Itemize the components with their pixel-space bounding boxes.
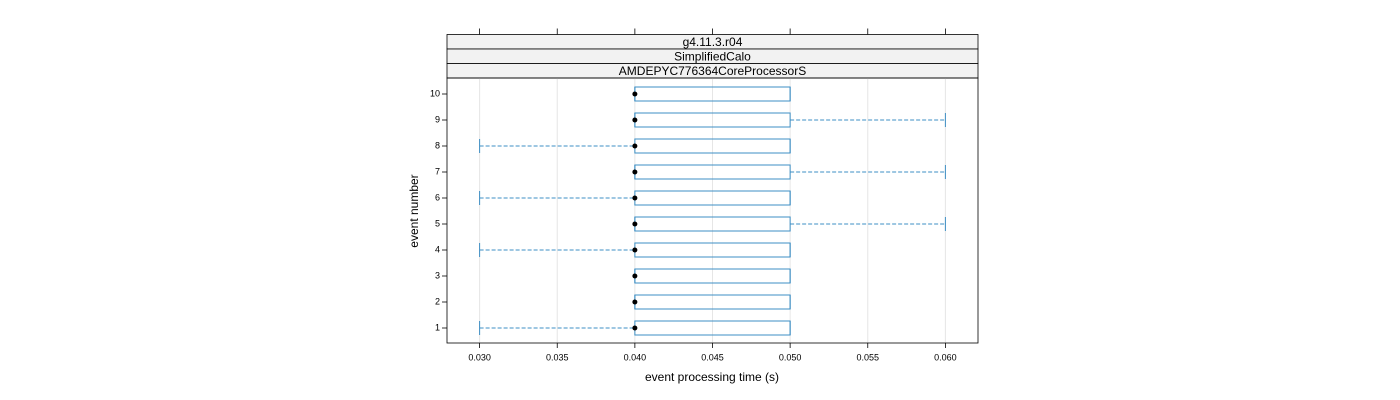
- x-tick-label: 0.035: [546, 352, 569, 362]
- y-tick-label: 2: [435, 296, 440, 306]
- x-tick-label: 0.060: [934, 352, 957, 362]
- strip-label: SimplifiedCalo: [674, 49, 751, 63]
- y-tick-label: 3: [435, 270, 440, 280]
- y-tick-label: 10: [430, 88, 440, 98]
- x-tick-label: 0.030: [468, 352, 491, 362]
- median-dot: [632, 273, 638, 279]
- median-dot: [632, 117, 638, 123]
- strip-label: AMDEPYC776364CoreProcessorS: [619, 64, 806, 78]
- x-tick-label: 0.040: [624, 352, 647, 362]
- y-tick-label: 4: [435, 244, 440, 254]
- y-tick-label: 1: [435, 322, 440, 332]
- x-tick-label: 0.050: [779, 352, 802, 362]
- panel: [446, 77, 979, 344]
- y-axis-title: event number: [407, 174, 421, 247]
- median-dot: [632, 195, 638, 201]
- median-dot: [632, 221, 638, 227]
- x-tick-label: 0.045: [701, 352, 724, 362]
- strip-label: g4.11.3.r04: [683, 35, 743, 49]
- y-tick-label: 5: [435, 218, 440, 228]
- y-tick-label: 9: [435, 114, 440, 124]
- y-tick-label: 6: [435, 192, 440, 202]
- median-dot: [632, 143, 638, 149]
- median-dot: [632, 325, 638, 331]
- median-dot: [632, 247, 638, 253]
- x-axis-title: event processing time (s): [645, 370, 779, 384]
- x-tick-label: 0.055: [856, 352, 879, 362]
- y-tick-label: 7: [435, 166, 440, 176]
- median-dot: [632, 169, 638, 175]
- median-dot: [632, 91, 638, 97]
- median-dot: [632, 299, 638, 305]
- y-tick-label: 8: [435, 140, 440, 150]
